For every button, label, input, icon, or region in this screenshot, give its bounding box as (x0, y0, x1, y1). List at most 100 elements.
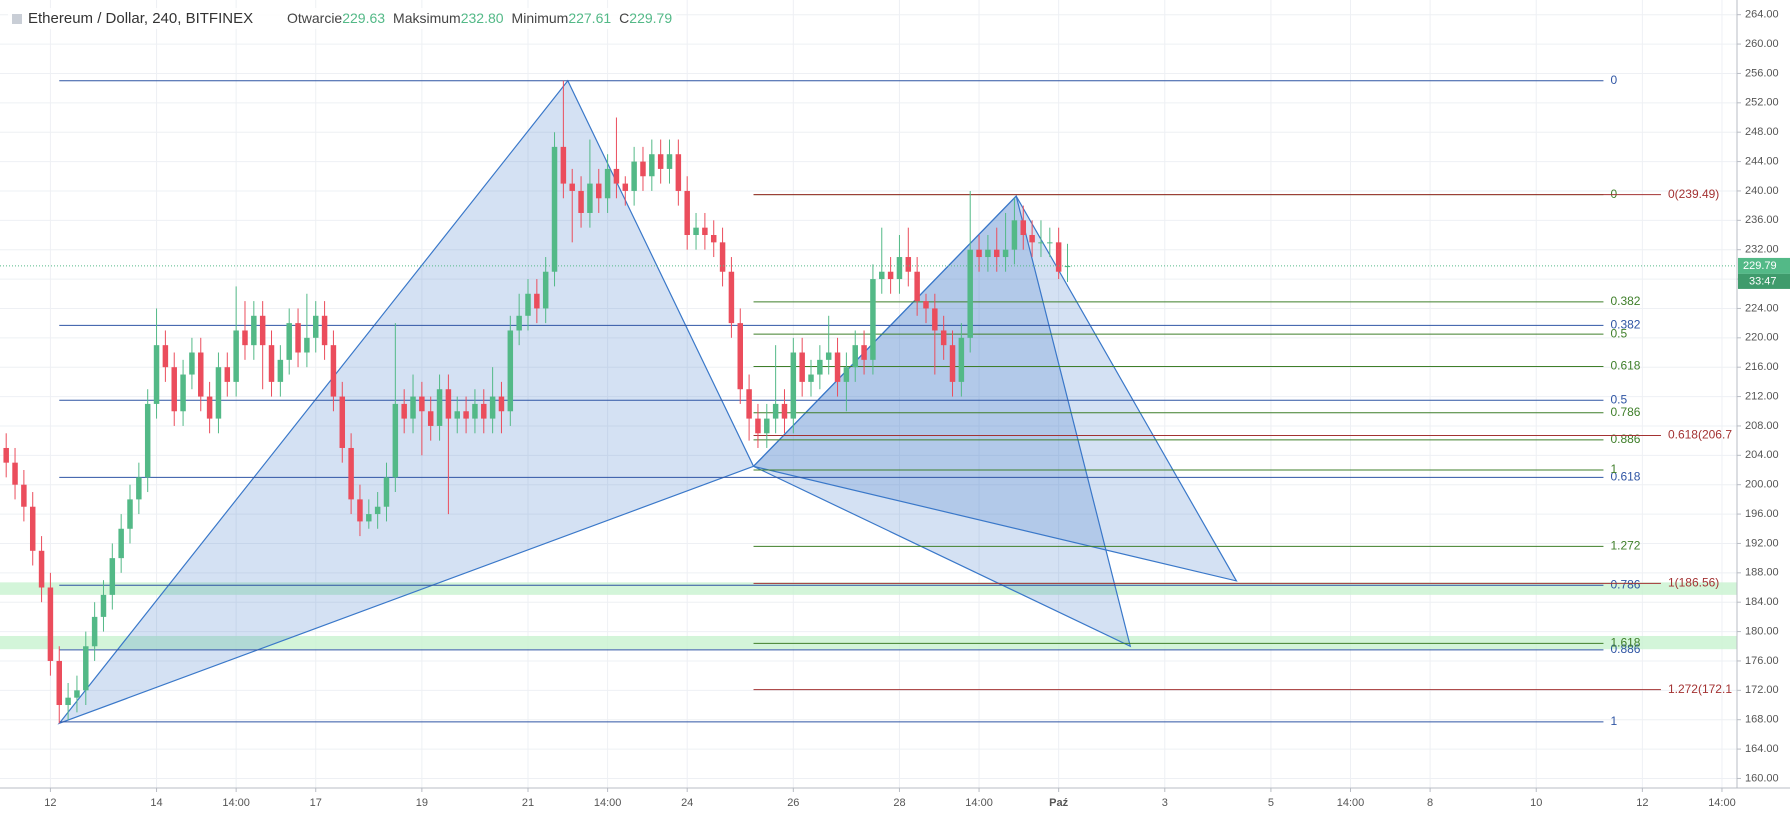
candle-body (781, 403, 788, 419)
fib-label: 1 (1610, 714, 1617, 728)
candle-body (180, 374, 186, 412)
candle-body (861, 345, 867, 360)
fib-label: 0 (1610, 73, 1617, 87)
candle-body (454, 411, 460, 419)
candle-body (578, 190, 584, 213)
candle-body (516, 315, 522, 331)
harmonic-pattern (57, 79, 755, 725)
fib-label: 1(186.56) (1668, 576, 1719, 590)
x-tick-label: 8 (1427, 797, 1433, 809)
x-tick-label: 12 (1636, 797, 1648, 809)
candle-body (852, 345, 858, 368)
fib-label: 0.886 (1610, 642, 1640, 656)
y-tick-label: 260.00 (1745, 38, 1779, 50)
candle-body (808, 374, 814, 382)
ohlc-label: Maksimum (393, 10, 461, 26)
candle-body (3, 447, 9, 463)
candle-body (985, 249, 991, 258)
y-tick-label: 256.00 (1745, 67, 1779, 79)
candle-body (374, 506, 381, 515)
candle-body (569, 183, 575, 191)
candle-body (719, 242, 726, 272)
candle-body (12, 462, 18, 485)
ohlc-value: 229.63 (342, 10, 386, 26)
y-tick-label: 232.00 (1745, 244, 1779, 256)
y-tick-label: 176.00 (1745, 655, 1779, 667)
axes: 160.00 164.00 168.00 172.00 176.00 180.00 184.… (44, 9, 1790, 809)
candle-body (905, 257, 912, 272)
candle-body (472, 403, 478, 419)
y-tick-label: 168.00 (1745, 714, 1779, 726)
x-tick-label: 5 (1268, 797, 1274, 809)
x-tick-label: 17 (310, 797, 322, 809)
candle-body (772, 403, 779, 419)
candle-body (171, 367, 177, 412)
candle-body (914, 271, 920, 302)
y-tick-label: 212.00 (1745, 390, 1779, 402)
candle-body (843, 367, 850, 382)
candle-body (65, 697, 71, 706)
x-tick-label: 10 (1530, 797, 1542, 809)
x-tick-label: 14:00 (222, 797, 250, 809)
candle-body (330, 345, 337, 397)
candle-body (799, 352, 805, 382)
x-tick-label: 26 (787, 797, 799, 809)
candle-body (640, 161, 646, 177)
candle-body (233, 330, 239, 382)
y-tick-label: 164.00 (1745, 743, 1779, 755)
candle-body (560, 146, 567, 184)
candle-body (534, 293, 540, 309)
candle-body (498, 396, 505, 412)
candle-body (896, 257, 903, 280)
y-tick-label: 188.00 (1745, 567, 1779, 579)
candle-body (693, 227, 699, 236)
candle-body (445, 389, 452, 419)
support-zone (0, 635, 1737, 650)
candle-body (489, 396, 496, 419)
candle-body (47, 587, 54, 661)
candle-body (958, 337, 965, 382)
candle-body (144, 403, 151, 478)
candle-body (940, 330, 947, 346)
candle-body (277, 359, 284, 382)
x-tick-label: 14:00 (1337, 797, 1365, 809)
candle-body (127, 499, 133, 529)
candle-body (268, 345, 275, 382)
x-tick-label: 19 (416, 797, 428, 809)
y-tick-label: 216.00 (1745, 361, 1779, 373)
ohlc-label: C (619, 10, 630, 26)
candle-body (401, 403, 407, 419)
candle-body (887, 271, 894, 280)
candle-body (1002, 249, 1009, 258)
candle-body (419, 396, 425, 412)
candle-body (525, 293, 531, 316)
candle-body (666, 154, 673, 169)
x-tick-label: 14 (150, 797, 162, 809)
x-tick-label: Paź (1049, 797, 1068, 809)
candle-body (657, 154, 664, 169)
y-tick-label: 248.00 (1745, 126, 1779, 138)
fib-label: 0(239.49) (1668, 187, 1719, 201)
candle-body (392, 403, 399, 478)
candle-body (976, 249, 982, 258)
candle-body (436, 389, 443, 426)
candle-body (215, 367, 222, 419)
candle-body (83, 646, 89, 691)
y-tick-label: 224.00 (1745, 302, 1779, 314)
y-tick-label: 264.00 (1745, 9, 1779, 21)
candle-body (463, 411, 469, 419)
candle-body (551, 146, 558, 272)
x-tick-label: 21 (522, 797, 534, 809)
fib-label: 0.618 (1610, 359, 1640, 373)
candle-body (357, 499, 363, 522)
candle-body (1047, 242, 1053, 244)
candle-body (1029, 235, 1035, 243)
x-tick-label: 24 (681, 797, 693, 809)
candle-body (993, 249, 1000, 258)
candle-body (38, 550, 45, 588)
candle-body (259, 315, 266, 346)
candle-body (74, 690, 80, 698)
candle-body (737, 323, 744, 390)
